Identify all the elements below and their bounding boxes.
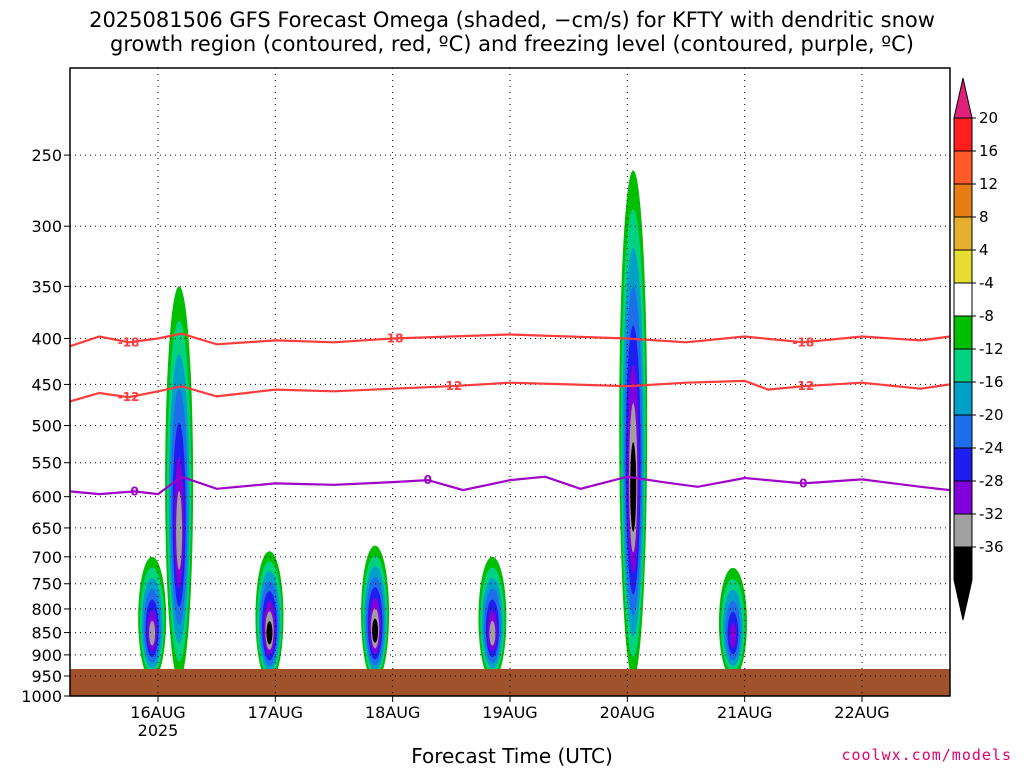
colorbar-swatch-8 (953, 381, 973, 416)
x-axis-label: Forecast Time (UTC) (411, 744, 613, 768)
colorbar-top-arrow (953, 77, 973, 119)
x-tick-label-3: 19AUG (482, 703, 537, 722)
y-tick-label-10: 750 (31, 575, 62, 594)
colorbar-label-4: 4 (979, 241, 989, 259)
colorbar-swatch-9 (953, 414, 973, 449)
colorbar-label-11: -28 (979, 472, 1004, 490)
omega-event-3-level-7 (372, 618, 379, 643)
colorbar-label-1: 16 (979, 142, 998, 160)
y-tick-label-15: 1000 (21, 687, 62, 706)
colorbar-label-13: -36 (979, 538, 1004, 556)
contour-label--18-1: -18 (382, 331, 404, 345)
y-tick-label-8: 650 (31, 519, 62, 538)
colorbar-swatch-7 (953, 348, 973, 383)
colorbar-swatch-6 (953, 315, 973, 350)
y-tick-label-3: 400 (31, 329, 62, 348)
omega-event-3 (361, 545, 390, 683)
y-tick-label-6: 550 (31, 454, 62, 473)
contour-label--12-0: -12 (118, 390, 140, 404)
colorbar-label-7: -12 (979, 340, 1004, 358)
omega-event-2-level-7 (266, 621, 273, 645)
omega-event-4-level-6 (489, 620, 496, 646)
omega-event-4 (478, 556, 507, 681)
contour-line-0 (70, 475, 950, 496)
colorbar-swatch-12 (953, 513, 973, 548)
colorbar-swatch-5 (953, 282, 973, 317)
colorbar-label-12: -32 (979, 505, 1004, 523)
omega-event-1 (165, 286, 194, 681)
chart-title-line-1: 2025081506 GFS Forecast Omega (shaded, −… (89, 8, 935, 32)
colorbar-swatch-10 (953, 447, 973, 482)
omega-event-5-level-7 (630, 442, 637, 532)
contour-line--18 (70, 332, 950, 348)
y-tick-label-2: 350 (31, 277, 62, 296)
contour-label-0-0: 0 (130, 484, 138, 498)
contour-label-0-2: 0 (799, 476, 807, 490)
contour-layer (70, 332, 950, 496)
colorbar-swatch-11 (953, 480, 973, 515)
contour-label--12-2: -12 (792, 379, 814, 393)
x-tick-label-2: 18AUG (365, 703, 420, 722)
omega-event-5 (619, 170, 648, 679)
colorbar-label-8: -16 (979, 373, 1004, 391)
y-tick-label-12: 850 (31, 624, 62, 643)
omega-event-1-level-6 (176, 491, 183, 570)
contour-label--12-1: -12 (440, 379, 462, 393)
x-tick-label-6: 22AUG (834, 703, 889, 722)
contour-label-0-1: 0 (424, 473, 432, 487)
omega-event-0 (138, 556, 167, 681)
omega-event-6-level-5 (729, 622, 737, 649)
y-tick-label-4: 450 (31, 375, 62, 394)
x-tick-label-5: 21AUG (717, 703, 772, 722)
y-tick-label-5: 500 (31, 417, 62, 436)
y-tick-label-14: 950 (31, 667, 62, 686)
contour-label--18-0: -18 (118, 335, 140, 349)
omega-event-2 (255, 551, 284, 683)
colorbar-swatch-0 (953, 117, 973, 152)
omega-shading-layer (138, 170, 747, 683)
contour-label--18-2: -18 (792, 335, 814, 349)
omega-event-0-level-6 (149, 620, 156, 646)
colorbar-label-2: 12 (979, 175, 998, 193)
gridlines (70, 68, 950, 697)
colorbar-label-3: 8 (979, 208, 989, 226)
y-tick-label-1: 300 (31, 217, 62, 236)
colorbar-swatch-1 (953, 150, 973, 185)
colorbar-label-6: -8 (979, 307, 994, 325)
colorbar: 20 16 12 8 4 -4 -8 -12 -16 -20 -24 -28 -32 -36 (953, 77, 1004, 621)
colorbar-label-9: -20 (979, 406, 1004, 424)
colorbar-swatch-2 (953, 183, 973, 218)
colorbar-label-0: 20 (979, 109, 998, 127)
y-axis: 250 300 350 400 450 500 550 600 650 700 750 800 850 9… (21, 146, 70, 706)
colorbar-label-10: -24 (979, 439, 1004, 457)
x-tick-sublabel-0: 2025 (138, 721, 179, 740)
colorbar-swatch-4 (953, 249, 973, 284)
omega-event-6 (718, 567, 747, 679)
colorbar-label-5: -4 (979, 274, 994, 292)
y-tick-label-7: 600 (31, 488, 62, 507)
colorbar-bottom-arrow (953, 579, 973, 621)
credit-text: coolwx.com/models (841, 746, 1012, 764)
y-tick-label-0: 250 (31, 146, 62, 165)
x-tick-label-0: 16AUG (130, 703, 185, 722)
contour-line--12 (70, 379, 950, 403)
colorbar-swatch-13 (953, 546, 973, 581)
y-tick-label-9: 700 (31, 548, 62, 567)
surface-ground-fill (70, 669, 950, 696)
y-tick-label-13: 900 (31, 646, 62, 665)
x-tick-label-4: 20AUG (600, 703, 655, 722)
chart-title-line-2: growth region (contoured, red, ºC) and f… (110, 32, 914, 56)
colorbar-swatch-3 (953, 216, 973, 251)
x-tick-label-1: 17AUG (248, 703, 303, 722)
y-tick-label-11: 800 (31, 600, 62, 619)
contour-labels: -18 -18 -18 -12 -12 -12 0 0 0 (118, 331, 814, 498)
